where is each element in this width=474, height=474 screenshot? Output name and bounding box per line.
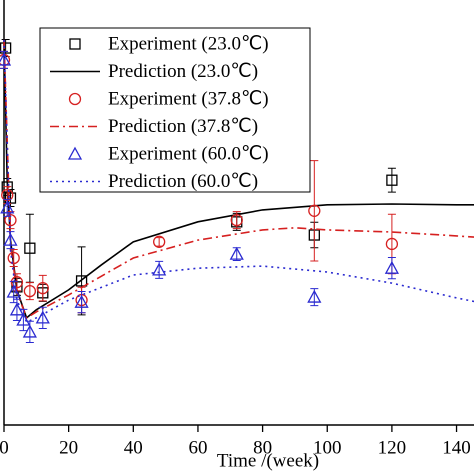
marker xyxy=(69,38,81,50)
marker xyxy=(0,42,12,54)
x-tick-label: 60 xyxy=(188,437,207,458)
marker xyxy=(229,246,244,260)
prediction-line xyxy=(3,39,474,320)
marker xyxy=(68,92,82,106)
marker xyxy=(4,192,17,204)
x-tick-label: 40 xyxy=(124,437,143,458)
marker xyxy=(307,289,322,303)
legend-label: Experiment (23.0℃) xyxy=(108,33,269,54)
marker xyxy=(22,324,37,338)
x-axis-label: Time /(week) xyxy=(217,450,319,471)
marker xyxy=(75,275,88,287)
marker xyxy=(0,200,15,214)
x-tick-label: 120 xyxy=(378,437,407,458)
legend-label: Experiment (37.8℃) xyxy=(108,88,269,109)
marker xyxy=(67,146,83,160)
marker xyxy=(384,260,399,274)
marker xyxy=(230,213,243,227)
x-tick-label: 140 xyxy=(442,437,471,458)
legend-box xyxy=(39,27,311,193)
marker xyxy=(74,294,89,308)
legend-label: Prediction (60.0℃) xyxy=(108,171,258,192)
x-tick-label: 0 xyxy=(0,437,9,458)
marker xyxy=(308,204,321,217)
legend-label: Experiment (60.0℃) xyxy=(108,143,269,164)
prediction-line xyxy=(3,39,474,324)
marker xyxy=(35,310,50,324)
error-bar xyxy=(387,167,396,193)
legend-label: Prediction (37.8℃) xyxy=(108,116,258,137)
marker xyxy=(24,242,36,254)
error-bar xyxy=(38,274,47,302)
x-tick-label: 20 xyxy=(59,437,78,458)
x-tick-label: 80 xyxy=(253,437,272,458)
marker xyxy=(23,284,37,298)
marker xyxy=(16,312,31,326)
x-tick-label: 100 xyxy=(313,437,342,458)
error-bar xyxy=(155,237,164,247)
legend-label: Prediction (23.0℃) xyxy=(108,61,258,82)
error-bar xyxy=(310,160,319,262)
marker xyxy=(386,174,398,186)
marker xyxy=(153,235,166,248)
marker xyxy=(36,281,49,295)
marker xyxy=(152,262,167,276)
error-bar xyxy=(25,213,34,283)
marker xyxy=(6,284,21,298)
marker xyxy=(385,237,399,251)
